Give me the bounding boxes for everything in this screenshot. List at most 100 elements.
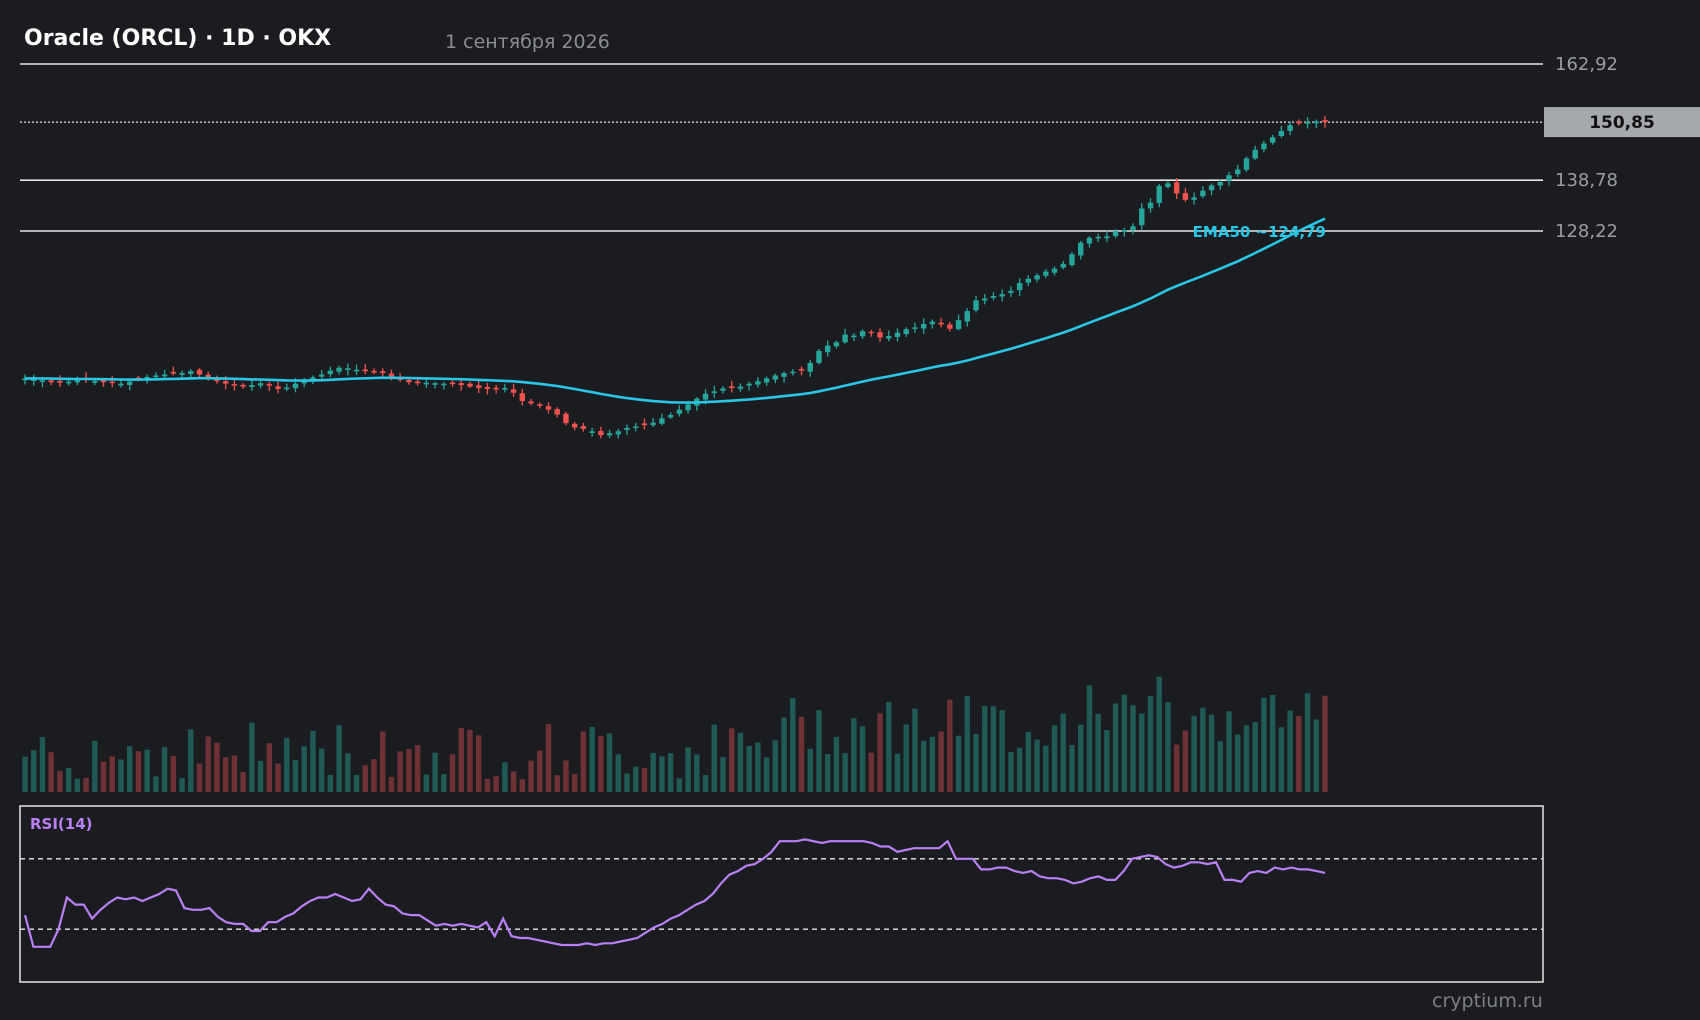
volume-bar: [1287, 710, 1293, 792]
volume-bar: [1156, 676, 1162, 792]
rsi-frame: [19, 805, 1544, 983]
candle-body: [292, 383, 299, 389]
volume-bar: [694, 754, 700, 792]
volume-bar: [868, 752, 875, 792]
volume-bar: [275, 763, 281, 792]
volume-bar: [310, 730, 316, 792]
volume-bar: [31, 750, 37, 792]
volume-bar: [1147, 696, 1154, 792]
volume-bar: [1182, 730, 1189, 792]
volume-bar: [39, 737, 46, 792]
volume-bar: [1313, 719, 1319, 792]
candle-body: [920, 323, 927, 329]
candle-body: [1252, 149, 1258, 159]
candle-body: [851, 335, 857, 338]
volume-bar: [196, 763, 203, 792]
volume-bar: [1095, 713, 1101, 792]
volume-bar: [746, 745, 752, 792]
candle-body: [1173, 182, 1180, 194]
candle-body: [353, 369, 360, 372]
volume-bar: [894, 753, 901, 792]
volume-bar: [179, 778, 185, 792]
volume-bar: [763, 757, 770, 792]
candle-body: [266, 383, 272, 386]
candle-body: [1069, 254, 1075, 266]
volume-bar: [720, 757, 726, 792]
volume-bar: [126, 746, 133, 792]
volume-layer: [22, 676, 1328, 792]
volume-bar: [345, 753, 351, 792]
volume-bar: [48, 752, 54, 792]
candle-body: [720, 388, 726, 391]
volume-bar: [301, 746, 307, 792]
candle-body: [746, 383, 752, 386]
volume-bar: [990, 706, 997, 792]
volume-bar: [353, 774, 360, 792]
volume-bar: [222, 757, 229, 792]
candle-body: [955, 320, 962, 330]
volume-bar: [1112, 703, 1119, 792]
candle-body: [798, 368, 805, 371]
candle-body: [859, 331, 866, 337]
candle-body: [886, 336, 892, 339]
candle-body: [807, 362, 813, 372]
volume-bar: [414, 745, 421, 792]
volume-bar: [1252, 722, 1258, 792]
level-label-2: 128,22: [1555, 221, 1618, 242]
candle-body: [763, 378, 770, 383]
candle-body: [1226, 175, 1232, 181]
volume-bar: [598, 735, 604, 792]
volume-bar: [859, 726, 866, 792]
candle-body: [790, 371, 796, 374]
volume-bar: [92, 740, 98, 792]
candle-body: [1208, 185, 1215, 191]
volume-bar: [205, 736, 211, 792]
volume-bar: [1165, 702, 1171, 792]
candle-body: [467, 383, 473, 387]
candle-body: [729, 386, 735, 388]
volume-bar: [973, 733, 979, 792]
candle-body: [1200, 190, 1206, 197]
volume-bar: [74, 778, 81, 792]
candle-body: [563, 413, 569, 424]
volume-bar: [1296, 715, 1302, 792]
candle-body: [345, 368, 351, 370]
candle-body: [868, 331, 875, 334]
volume-bar: [1322, 695, 1328, 792]
candle-body: [388, 373, 395, 377]
volume-bar: [1139, 713, 1145, 792]
candle-body: [493, 387, 499, 390]
candle-body: [153, 375, 159, 378]
candle-body: [1269, 137, 1276, 143]
volume-bar: [388, 776, 395, 792]
candle-body: [528, 401, 534, 404]
volume-bar: [214, 742, 220, 792]
volume-bar: [1060, 713, 1066, 792]
candle-body: [1278, 130, 1285, 137]
candle-body: [816, 350, 822, 363]
volume-bar: [1173, 744, 1180, 792]
volume-bar: [510, 771, 517, 792]
chart-title: Oracle (ORCL) · 1D · OKX: [24, 26, 332, 51]
volume-bar: [406, 748, 412, 792]
candle-body: [545, 406, 552, 410]
volume-bar: [676, 778, 683, 792]
candle-body: [1095, 236, 1101, 239]
levels-layer: 162,92 138,78 128,22: [20, 54, 1618, 242]
volume-bar: [659, 756, 665, 792]
candle-body: [441, 383, 447, 386]
candle-body: [170, 371, 177, 374]
volume-bar: [432, 752, 438, 792]
candle-body: [406, 379, 412, 383]
candle-body: [519, 393, 526, 401]
volume-bar: [606, 733, 613, 792]
candle-body: [240, 384, 246, 387]
candle-body: [1121, 230, 1128, 232]
candle-body: [999, 294, 1005, 297]
candle-body: [1296, 121, 1302, 124]
volume-bar: [65, 768, 72, 792]
candle-body: [31, 379, 37, 382]
volume-bar: [1043, 745, 1049, 792]
volume-bar: [929, 736, 936, 792]
